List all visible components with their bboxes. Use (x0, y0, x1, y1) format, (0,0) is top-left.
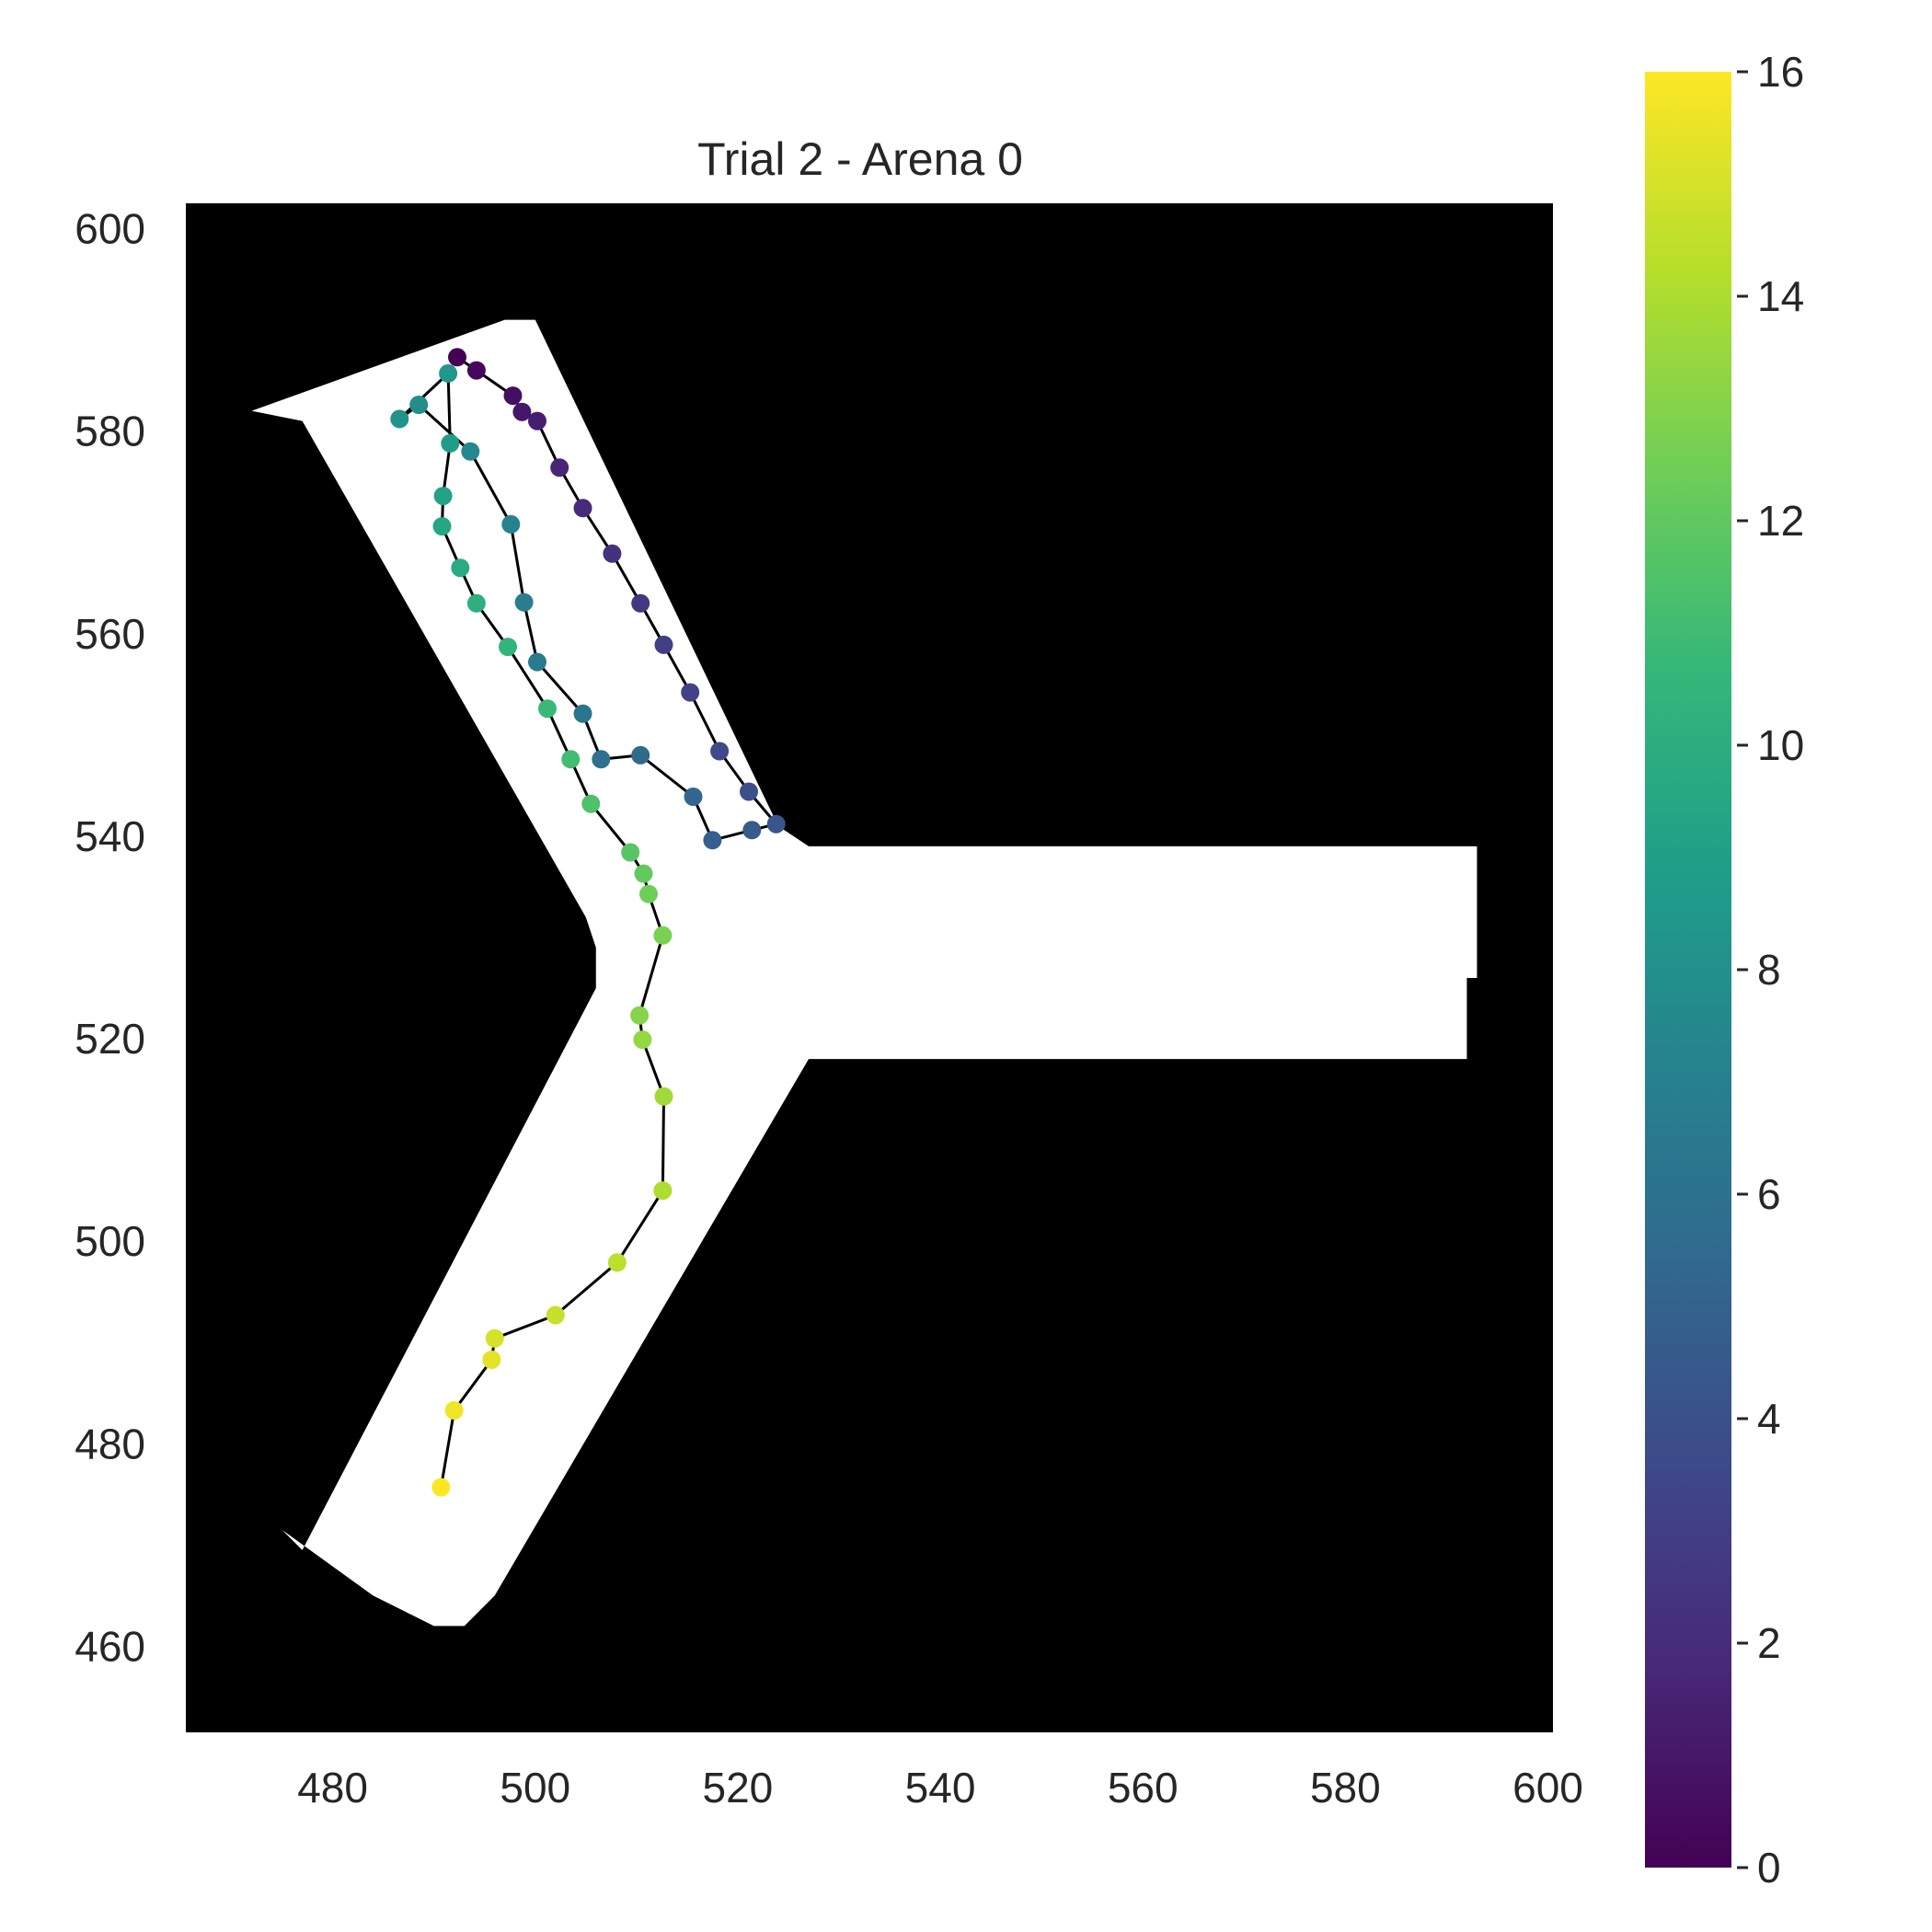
x-tick-label: 500 (500, 1764, 570, 1811)
y-tick-label: 460 (75, 1622, 145, 1670)
x-axis-ticks: 480 500 520 540 560 580 600 (297, 1764, 1583, 1811)
y-tick-label: 580 (75, 408, 145, 455)
x-tick-label: 600 (1512, 1764, 1583, 1811)
trajectory-point (581, 794, 601, 813)
trajectory-point (503, 386, 523, 406)
x-tick-label: 580 (1310, 1764, 1381, 1811)
trajectory-point (684, 788, 703, 806)
trajectory-point (654, 1087, 673, 1106)
trajectory-point (742, 821, 762, 840)
trajectory-point (461, 442, 480, 461)
trajectory-point (573, 704, 592, 723)
chart-title: Trial 2 - Arena 0 (697, 133, 1023, 185)
colorbar-tick-label: 10 (1757, 721, 1804, 769)
colorbar-tick-label: 4 (1757, 1395, 1781, 1443)
colorbar-tick-label: 6 (1757, 1170, 1781, 1218)
y-tick-label: 540 (75, 812, 145, 860)
trajectory-point (607, 1253, 627, 1272)
trajectory-point (448, 348, 466, 367)
y-tick-label: 600 (75, 205, 145, 253)
trajectory-point (634, 864, 653, 883)
arena-shape (251, 319, 1478, 1627)
trajectory-point (482, 1351, 501, 1369)
trajectory-point (653, 926, 673, 945)
trajectory-point (633, 1030, 652, 1050)
trajectory-point (703, 831, 722, 850)
y-axis-ticks: 460 480 500 520 540 560 580 600 (75, 205, 145, 1671)
trajectory-point (681, 683, 700, 702)
y-tick-label: 480 (75, 1420, 145, 1467)
trajectory-point (603, 544, 622, 563)
trajectory-point (390, 409, 409, 429)
colorbar-tick-label: 14 (1757, 272, 1804, 320)
trajectory-point (653, 1181, 673, 1201)
trajectory-point (550, 458, 569, 477)
trajectory-point (546, 1305, 565, 1325)
trajectory-point (485, 1328, 504, 1348)
trajectory-point (409, 396, 429, 414)
colorbar-tick-label: 0 (1757, 1844, 1781, 1892)
trajectory-point (631, 593, 650, 613)
trajectory-point (710, 742, 730, 761)
trajectory-points-layer (390, 348, 786, 1497)
colorbar-tick-label: 8 (1757, 946, 1781, 994)
trajectory-point (466, 593, 486, 613)
trajectory-point (444, 1401, 464, 1420)
x-tick-label: 520 (703, 1764, 774, 1811)
colorbar (1645, 72, 1731, 1868)
x-tick-label: 560 (1108, 1764, 1179, 1811)
y-tick-label: 520 (75, 1015, 145, 1063)
colorbar-ticks: 0 2 4 6 8 10 12 14 16 (1737, 48, 1804, 1892)
trajectory-point (466, 361, 486, 380)
colorbar-tick-label: 16 (1757, 48, 1804, 96)
trajectory-point (514, 592, 534, 612)
trajectory-point (441, 433, 460, 453)
trajectory-point (432, 517, 452, 536)
trajectory-point (512, 402, 532, 421)
trajectory-point (573, 499, 592, 518)
trajectory-point (621, 843, 640, 862)
trajectory-point (740, 782, 758, 801)
trajectory-point (561, 750, 581, 769)
trajectory-point (501, 514, 521, 534)
trajectory-point (451, 558, 470, 578)
trajectory-point (592, 750, 611, 769)
trajectory-point (654, 635, 673, 654)
trajectory-point (499, 638, 517, 657)
trajectory-point (528, 652, 546, 672)
trajectory-point (630, 1006, 650, 1025)
trajectory-point (433, 487, 453, 506)
trajectory-point (431, 1478, 451, 1497)
trajectory-point (538, 699, 557, 719)
colorbar-tick-label: 2 (1757, 1619, 1781, 1667)
trajectory-point (766, 814, 786, 834)
x-tick-label: 480 (297, 1764, 368, 1811)
trajectory-point (631, 745, 650, 765)
trajectory-point (439, 363, 458, 383)
trajectory-point (528, 411, 546, 431)
trajectory-point (639, 884, 658, 903)
y-tick-label: 500 (75, 1217, 145, 1265)
x-tick-label: 540 (905, 1764, 976, 1811)
colorbar-tick-label: 12 (1757, 497, 1804, 545)
y-tick-label: 560 (75, 610, 145, 658)
